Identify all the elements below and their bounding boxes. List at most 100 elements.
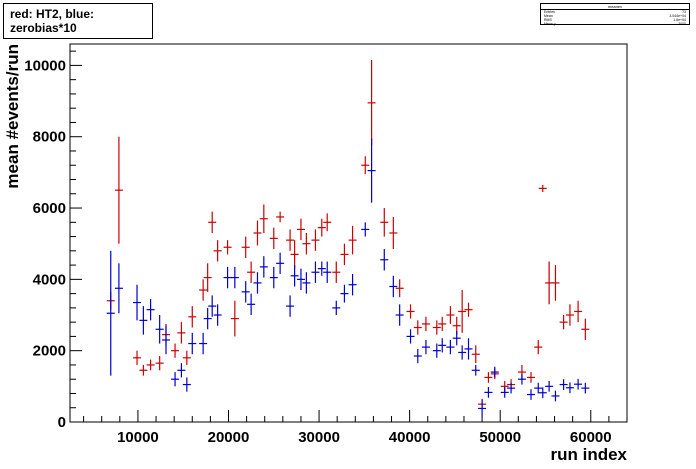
y-tick-label: 10000 <box>24 57 66 74</box>
data-point <box>177 322 186 344</box>
x-tick-label: 10000 <box>117 429 159 446</box>
data-point <box>253 272 262 294</box>
data-point <box>389 216 398 250</box>
data-point <box>155 315 164 344</box>
data-point <box>290 265 299 287</box>
y-tick-label: 0 <box>58 414 66 431</box>
data-point <box>269 227 278 250</box>
data-point <box>361 156 370 175</box>
x-axis-title: run index <box>550 445 627 464</box>
data-point <box>199 279 208 301</box>
data-point <box>171 372 180 387</box>
data-point <box>199 332 208 355</box>
x-axis: 10000 20000 30000 40000 50000 60000 <box>83 410 612 446</box>
data-point <box>574 300 583 323</box>
data-point <box>446 339 455 355</box>
data-point <box>507 382 516 394</box>
data-point <box>380 208 389 237</box>
data-point <box>188 332 197 355</box>
data-point <box>311 261 320 283</box>
data-point <box>545 380 554 392</box>
data-point <box>114 263 123 314</box>
data-point <box>526 372 535 383</box>
data-point <box>538 387 547 399</box>
y-tick-label: 2000 <box>33 343 66 360</box>
chart-title: red: HT2, blue: zerobias*10 <box>3 3 153 39</box>
data-point <box>146 359 155 371</box>
x-tick-label: 30000 <box>298 429 340 446</box>
stats-value: 73 <box>682 10 686 14</box>
data-point <box>106 250 115 376</box>
data-point <box>478 399 487 418</box>
series-ht2 <box>106 60 590 410</box>
data-point <box>406 329 415 344</box>
data-point <box>438 316 447 332</box>
data-point <box>574 378 583 390</box>
data-point <box>286 229 295 251</box>
data-point <box>139 364 148 376</box>
data-point <box>241 236 250 258</box>
data-point <box>421 339 430 355</box>
data-point <box>361 222 370 237</box>
x-tick-label: 20000 <box>208 429 250 446</box>
stats-box: meanev Entries 73 Mean 3.044e+04 RMS 1.6e+0… <box>540 3 690 26</box>
data-point <box>464 338 473 360</box>
data-point <box>162 325 171 355</box>
data-point <box>208 295 217 317</box>
data-point <box>413 320 422 335</box>
stats-row: Mean 3.044e+04 <box>541 14 689 18</box>
data-point <box>446 306 455 324</box>
data-point <box>302 233 311 255</box>
data-point <box>276 252 285 275</box>
data-point <box>182 350 191 365</box>
data-point <box>302 272 311 294</box>
data-point <box>413 348 422 364</box>
data-point <box>133 284 142 321</box>
x-tick-label: 50000 <box>479 429 521 446</box>
x-tick-label: 60000 <box>570 429 612 446</box>
data-point <box>323 213 332 232</box>
stats-label: Mean <box>544 14 553 18</box>
data-point <box>484 372 493 383</box>
data-point <box>269 266 278 289</box>
data-point <box>203 307 212 330</box>
data-point <box>484 387 493 398</box>
stats-value: 3000 <box>678 22 686 26</box>
data-point <box>323 261 332 283</box>
data-point <box>517 373 526 385</box>
data-point <box>551 265 560 301</box>
plot-frame <box>69 43 628 423</box>
data-point <box>432 343 441 358</box>
data-point <box>367 60 376 146</box>
data-point <box>490 366 499 378</box>
data-point <box>247 293 256 316</box>
stats-row: Mean y 3000 <box>541 22 689 26</box>
data-point <box>230 266 239 289</box>
data-point <box>311 229 320 251</box>
data-point <box>565 304 574 326</box>
stats-value: 1.6e+04 <box>673 18 686 22</box>
data-point <box>458 345 467 360</box>
data-point <box>223 240 232 255</box>
data-point <box>332 261 341 283</box>
data-point <box>286 295 295 317</box>
y-tick-label: 6000 <box>33 200 66 217</box>
data-point <box>438 338 447 353</box>
data-point <box>296 218 305 241</box>
data-point <box>538 184 547 192</box>
data-point <box>146 298 155 321</box>
y-axis: 0 2000 4000 6000 8000 10000 <box>24 50 82 431</box>
data-point <box>317 261 326 276</box>
data-point <box>534 339 543 355</box>
data-point <box>208 211 217 233</box>
data-point <box>500 387 509 398</box>
data-point <box>367 138 376 203</box>
stats-label: RMS <box>544 18 552 22</box>
y-tick-label: 8000 <box>33 129 66 146</box>
data-point <box>559 315 568 330</box>
series-zerobias <box>106 138 590 418</box>
data-point <box>223 266 232 289</box>
data-point <box>581 382 590 394</box>
data-point <box>340 284 349 303</box>
